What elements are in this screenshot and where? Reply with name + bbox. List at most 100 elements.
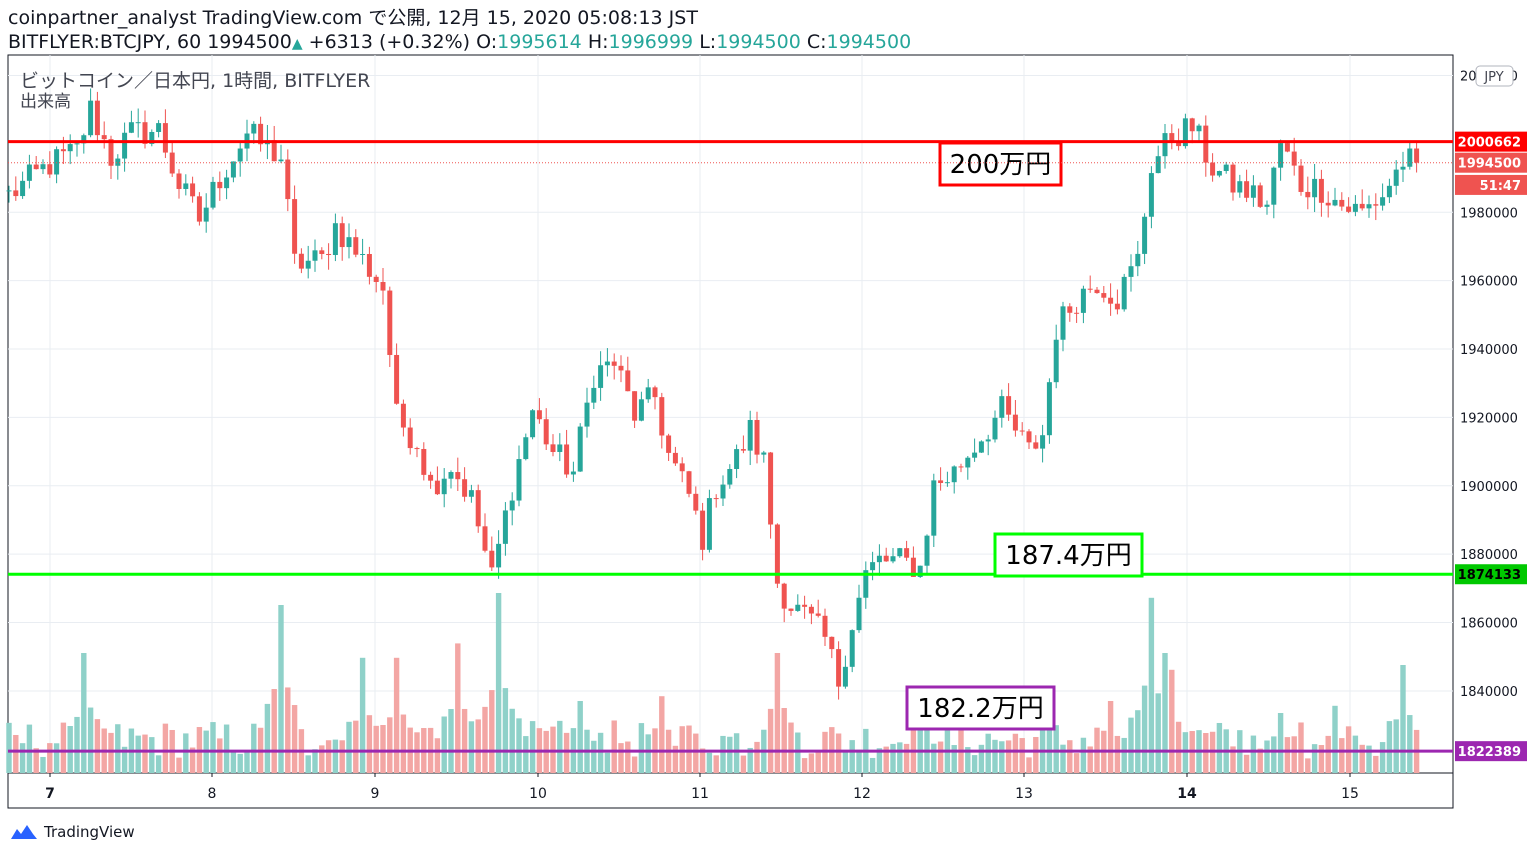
tradingview-logo[interactable]: TradingView xyxy=(8,822,135,842)
candle-body xyxy=(448,472,454,479)
volume-bar xyxy=(387,717,393,773)
candle-body xyxy=(1278,143,1284,168)
volume-bar xyxy=(842,750,849,773)
candle-body xyxy=(224,177,230,189)
volume-bar xyxy=(516,718,522,773)
volume-bar xyxy=(33,748,39,773)
candle-body xyxy=(509,500,515,511)
volume-bar xyxy=(618,743,624,773)
volume-bar xyxy=(1087,746,1093,773)
time-tick-label: 9 xyxy=(371,786,380,802)
price-tick-label: 1900000 xyxy=(1460,480,1518,495)
candle-body xyxy=(1332,199,1338,206)
volume-bar xyxy=(631,756,638,773)
candle-body xyxy=(176,173,182,189)
symbol-label: BITFLYER:BTCJPY, 60 1994500 xyxy=(8,31,292,53)
volume-bar xyxy=(373,725,379,773)
candle-body xyxy=(618,365,624,371)
candle-body xyxy=(557,444,563,452)
candle-body xyxy=(713,498,719,500)
volume-bar xyxy=(1407,715,1413,773)
candle-body xyxy=(904,548,910,558)
open-label: O: xyxy=(476,31,498,53)
volume-bar xyxy=(781,708,787,773)
volume-bar xyxy=(448,709,454,773)
candle-body xyxy=(196,196,202,222)
candle-body xyxy=(1114,303,1120,310)
candle-body xyxy=(978,441,984,453)
candle-body xyxy=(1033,442,1039,449)
candle-body xyxy=(1121,276,1127,310)
brand-label: TradingView xyxy=(44,823,135,841)
volume-bar xyxy=(1060,744,1066,773)
volume-bar xyxy=(475,719,481,773)
volume-bar xyxy=(808,753,815,773)
volume-bar xyxy=(638,723,645,773)
volume-bar xyxy=(217,738,223,773)
currency-badge-frame xyxy=(1475,65,1514,87)
candle-body xyxy=(992,417,998,440)
volume-bar xyxy=(380,725,386,773)
volume-bar xyxy=(319,745,325,773)
volume-bar xyxy=(1311,744,1318,773)
volume-bar xyxy=(625,741,631,773)
candle-body xyxy=(115,158,121,166)
volume-bar xyxy=(1250,735,1257,773)
candle-body xyxy=(40,164,46,170)
candle-body xyxy=(999,396,1005,418)
volume-bar xyxy=(13,734,19,773)
candle-body xyxy=(523,437,529,460)
volume-bar xyxy=(971,755,978,773)
candle-body xyxy=(1135,253,1141,267)
candle-body xyxy=(1359,203,1365,209)
candle-body xyxy=(570,471,576,475)
price-badge-label: 2000662 xyxy=(1458,136,1521,151)
volume-bar xyxy=(597,732,604,773)
time-tick-label: 11 xyxy=(691,786,709,802)
candle-body xyxy=(734,449,740,470)
candle-body xyxy=(1019,430,1025,432)
high-label: H: xyxy=(587,31,609,53)
candle-body xyxy=(1128,266,1134,277)
up-arrow-icon: ▲ xyxy=(291,36,303,52)
volume-bar xyxy=(1264,740,1270,773)
candle-body xyxy=(584,402,590,427)
candle-body xyxy=(849,630,855,667)
volume-bar xyxy=(754,741,760,773)
volume-bar xyxy=(1135,710,1141,773)
volume-bar xyxy=(1128,717,1134,773)
volume-bar xyxy=(1393,719,1399,773)
candle-body xyxy=(1230,164,1236,193)
price-tick-label: 1980000 xyxy=(1460,206,1518,221)
candle-body xyxy=(319,250,325,254)
candle-body xyxy=(1400,166,1406,170)
candle-body xyxy=(135,122,141,124)
candle-body xyxy=(1060,306,1066,340)
currency-badge[interactable]: JPY xyxy=(1475,65,1514,87)
grid-lines xyxy=(8,55,1453,773)
candle-body xyxy=(1080,288,1086,313)
candle-body xyxy=(67,144,73,152)
candle-body xyxy=(1407,148,1413,167)
volume-bar xyxy=(1352,735,1359,773)
candle-body xyxy=(326,253,332,256)
candle-body xyxy=(1196,125,1202,132)
candle-body xyxy=(108,139,114,166)
volume-bar xyxy=(237,753,243,773)
volume-bar xyxy=(285,687,291,773)
candle-body xyxy=(94,100,100,136)
candle-body xyxy=(142,122,148,144)
volume-bar xyxy=(210,722,216,773)
price-badge-label: 1874133 xyxy=(1458,568,1521,583)
volume-bar xyxy=(332,739,339,773)
candle-body xyxy=(441,478,447,495)
low-value: 1994500 xyxy=(716,31,801,53)
candle-body xyxy=(1318,178,1324,203)
volume-bar xyxy=(271,689,277,773)
volume-bar xyxy=(1121,737,1127,773)
candle-body xyxy=(774,524,780,584)
volume-bar xyxy=(1026,757,1032,773)
volume-bar xyxy=(135,735,141,773)
